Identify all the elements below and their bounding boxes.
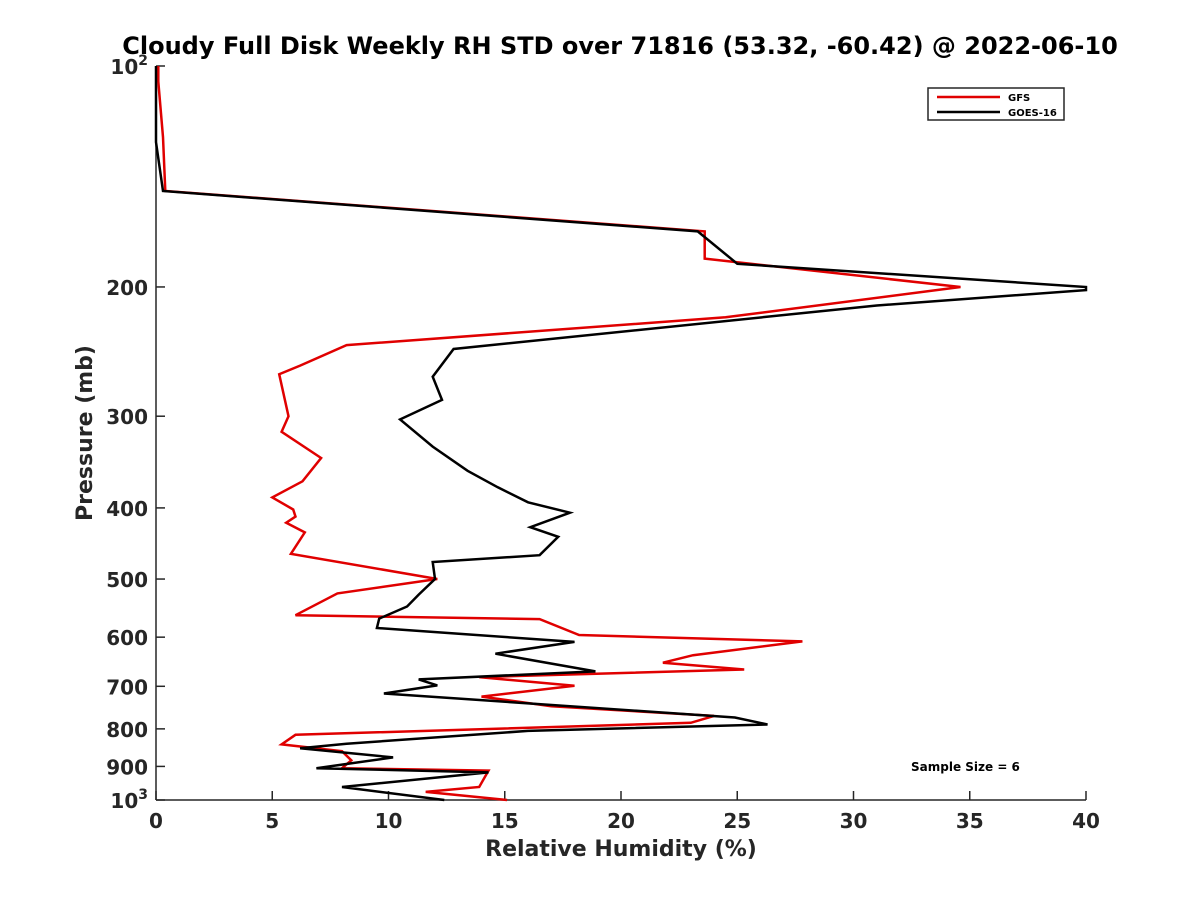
x-ticks: 0 5 10 15 20 25 30 35 40	[149, 791, 1100, 833]
y-tick-label: 300	[106, 405, 148, 429]
legend: GFS GOES-16	[927, 87, 1065, 121]
y-tick-label: 600	[106, 626, 148, 650]
y-tick-exponent: 3	[138, 787, 148, 803]
y-tick-label: 400	[106, 497, 148, 521]
x-tick-label: 25	[723, 809, 751, 833]
chart-title: Cloudy Full Disk Weekly RH STD over 7181…	[122, 32, 1118, 60]
legend-label-gfs: GFS	[1008, 93, 1030, 104]
y-tick-label: 700	[106, 675, 148, 699]
y-tick-base: 10	[110, 55, 138, 79]
series-line-gfs	[157, 66, 961, 802]
y-tick-exponent: 2	[138, 53, 148, 69]
x-tick-label: 0	[149, 809, 163, 833]
y-axis-label: Pressure (mb)	[73, 345, 98, 521]
sample-size-annotation: Sample Size = 6	[911, 760, 1020, 774]
y-tick-label: 103	[110, 787, 148, 813]
x-tick-label: 40	[1072, 809, 1100, 833]
y-tick-label: 900	[106, 755, 148, 779]
y-tick-label: 500	[106, 568, 148, 592]
series-line-goes-16	[154, 66, 1088, 802]
x-tick-label: 15	[491, 809, 519, 833]
x-tick-label: 20	[607, 809, 635, 833]
series-layer	[154, 66, 1088, 802]
x-tick-label: 10	[375, 809, 403, 833]
y-tick-label: 200	[106, 276, 148, 300]
y-tick-label: 102	[110, 53, 148, 79]
y-tick-base: 10	[110, 789, 138, 813]
axes	[155, 66, 1086, 801]
legend-label-goes-16: GOES-16	[1008, 108, 1057, 119]
x-tick-label: 5	[265, 809, 279, 833]
x-tick-label: 30	[840, 809, 868, 833]
legend-box	[927, 87, 1065, 121]
y-tick-label: 800	[106, 718, 148, 742]
x-tick-label: 35	[956, 809, 984, 833]
x-axis-label: Relative Humidity (%)	[485, 837, 757, 862]
